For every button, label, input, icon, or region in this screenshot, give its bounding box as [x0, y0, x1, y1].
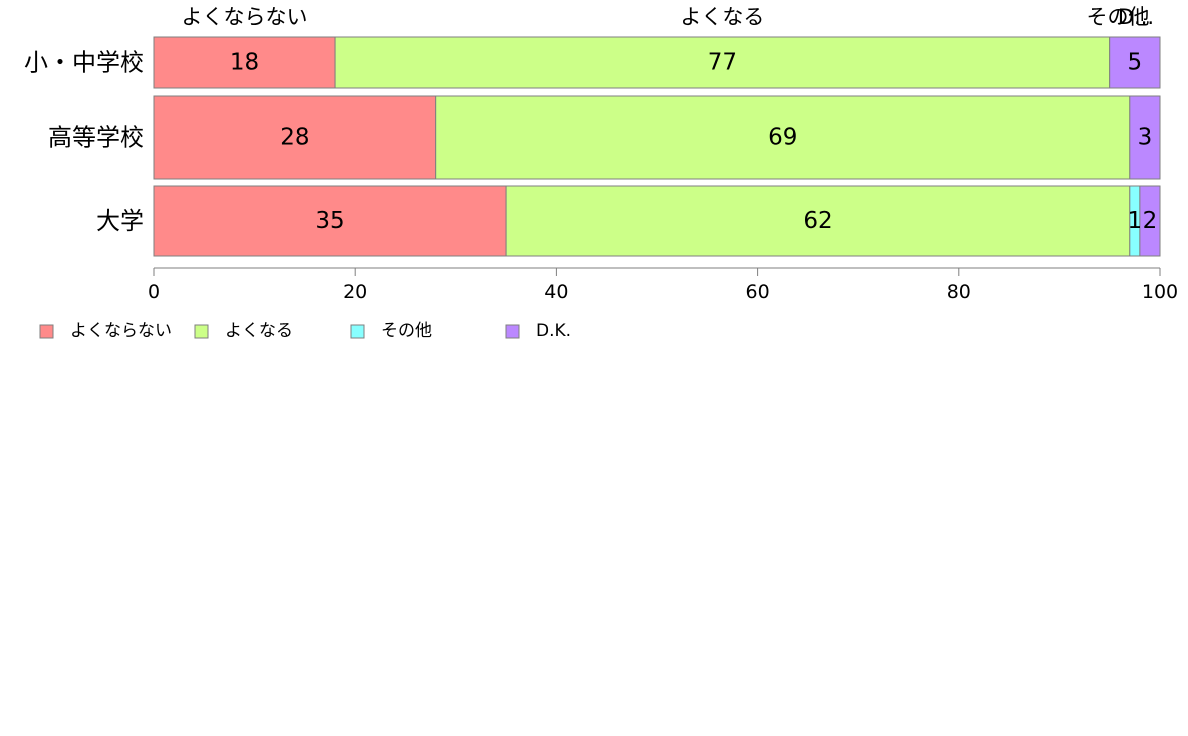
x-tick-label: 40 [544, 281, 568, 303]
legend-swatch [194, 324, 209, 339]
x-tick-label: 80 [947, 281, 971, 303]
bar-segment [505, 185, 1131, 257]
labels-layer: 18 77 5 小・中学校 28 69 3 高等学校 35 62 1 2 大学 よくならない よくなる その他… [24, 5, 1157, 235]
x-tick-label: 0 [148, 281, 160, 303]
segment-value-label: 2 [1143, 208, 1158, 234]
legend-label: よくなる [225, 321, 293, 341]
x-axis: 0 20 40 60 80 100 [148, 267, 1178, 303]
bar-segment [153, 36, 336, 89]
category-label: 小・中学校 [24, 49, 144, 77]
bar-segment [334, 36, 1111, 89]
segment-value-label: 62 [803, 208, 832, 234]
legend-swatch [39, 324, 54, 339]
bar-segment [1129, 95, 1161, 180]
legend-label: その他 [381, 321, 432, 341]
bars-layer [153, 36, 1161, 257]
bar-segment [1139, 185, 1161, 257]
category-label: 高等学校 [48, 124, 144, 152]
x-tick-label: 60 [746, 281, 770, 303]
segment-value-label: 77 [708, 50, 737, 76]
legend-swatch [350, 324, 365, 339]
x-tick-label: 20 [343, 281, 367, 303]
segment-value-label: 28 [280, 125, 309, 151]
top-series-label: D... [1118, 5, 1154, 29]
legend-label: D.K. [536, 321, 571, 341]
top-series-label: よくならない [182, 5, 308, 29]
bar-segment [435, 95, 1131, 180]
legend: よくならない よくなる その他 D.K. [39, 321, 571, 341]
segment-value-label: 5 [1128, 50, 1143, 76]
top-series-label: その他 [1087, 5, 1150, 29]
top-series-label: よくなる [680, 5, 764, 29]
segment-value-label: 18 [230, 50, 259, 76]
bar-segment [1109, 36, 1161, 89]
segment-value-label: 69 [768, 125, 797, 151]
bar-segment [153, 185, 507, 257]
legend-label: よくならない [70, 321, 172, 341]
bar-segment [153, 95, 437, 180]
x-tick-label: 100 [1142, 281, 1178, 303]
segment-value-label: 35 [315, 208, 344, 234]
legend-swatch [505, 324, 520, 339]
segment-value-label: 3 [1138, 125, 1153, 151]
category-label: 大学 [96, 207, 144, 235]
segment-value-label: 1 [1128, 208, 1143, 234]
